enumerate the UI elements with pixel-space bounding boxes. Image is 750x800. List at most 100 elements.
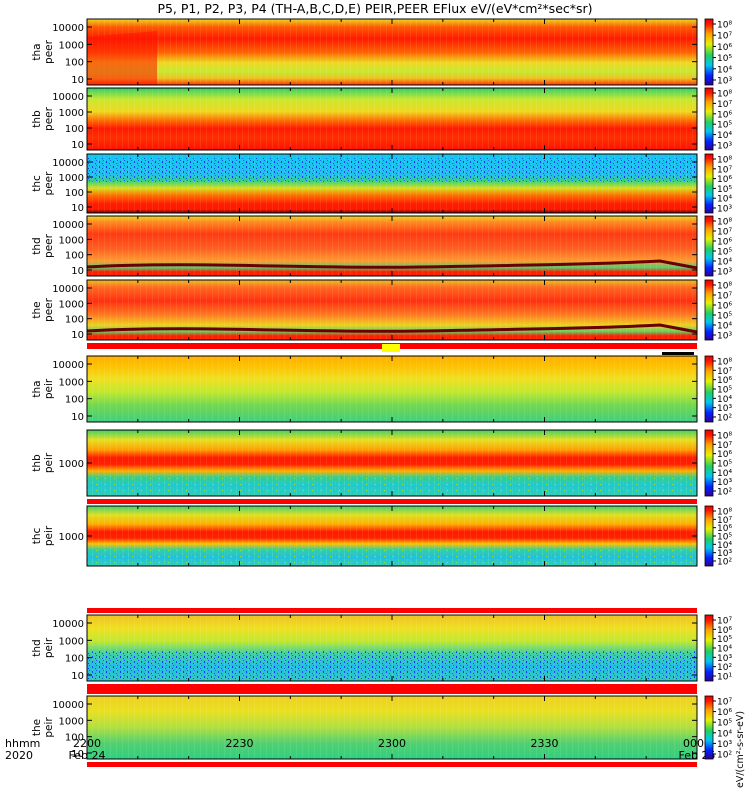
- wedge-overlay: [87, 31, 157, 85]
- colorbar-tick-label: 10³: [717, 478, 732, 488]
- y-tick-label: 100: [65, 315, 84, 326]
- colorbar-tick-label: 10⁸: [717, 21, 732, 31]
- colorbar-scale: [704, 279, 714, 341]
- colorbar-tick-label: 10³: [717, 268, 732, 278]
- panel-label-thd-peer-name: thd: [31, 237, 43, 254]
- panel-label-thb-peer-instrument: peer: [43, 106, 55, 131]
- y-tick-label: 10000: [52, 23, 84, 34]
- y-tick-label: 1000: [59, 40, 84, 51]
- x-tick-label-time: 2200: [73, 737, 101, 750]
- x-row-label-year: 2020: [5, 749, 33, 762]
- colorbar-tick-label: 10⁶: [717, 450, 732, 460]
- streak-overlay: [87, 696, 697, 759]
- colorbar-scale: [704, 614, 714, 682]
- colorbar-tick-label: 10⁷: [717, 367, 732, 377]
- y-tick-label: 10: [71, 671, 84, 682]
- panel-label-thd-peer-instrument: peer: [43, 233, 55, 258]
- colorbar-tick-label: 10³: [717, 205, 732, 215]
- panel-thc-peer: thc peer 10000 1000 100 10: [31, 153, 698, 214]
- colorbar-tick-label: 10⁷: [717, 617, 732, 627]
- streak-overlay: [87, 356, 697, 422]
- colorbar-tick-label: 10⁷: [717, 165, 732, 175]
- y-tick-label: 10000: [52, 284, 84, 295]
- colorbar-tick-label: 10¹: [717, 673, 732, 683]
- panel-label-tha-peer-name: tha: [31, 43, 43, 60]
- colorbar-tick-label: 10⁵: [717, 185, 732, 195]
- colorbar-tick-label: 10³: [717, 740, 732, 750]
- colorbar-tick-label: 10⁴: [717, 395, 732, 405]
- streak-overlay: [87, 506, 697, 566]
- panel-label-thb-peir-instrument: peir: [43, 452, 55, 473]
- colorbar-tick-label: 10⁴: [717, 541, 732, 551]
- colorbar-tick-label: 10³: [717, 549, 732, 559]
- colorbar-tick-label: 10⁸: [717, 508, 732, 518]
- y-tick-label: 10000: [52, 700, 84, 711]
- y-tick-label: 10: [71, 412, 84, 423]
- status-bar: [87, 684, 697, 689]
- colorbar-tick-label: 10⁵: [717, 719, 732, 729]
- y-tick-label: 10: [71, 266, 84, 277]
- streak-overlay: [87, 19, 697, 85]
- colorbar-tick-label: 10⁸: [717, 282, 732, 292]
- colorbar-tick-label: 10⁴: [717, 258, 732, 268]
- colorbar-scale: [704, 87, 714, 151]
- panel-thd-peer: thd peer 10000 1000 100 10: [31, 215, 698, 277]
- streak-overlay: [87, 88, 697, 150]
- status-bar: [87, 499, 697, 504]
- colorbar-tick-label: 10⁵: [717, 635, 732, 645]
- x-tick-label-time: 2300: [378, 737, 406, 750]
- y-tick-label: 10000: [52, 220, 84, 231]
- y-tick-label: 1000: [59, 108, 84, 119]
- colorbar-units: eV/(cm²-s-sr-eV): [735, 711, 746, 788]
- panel-label-tha-peir-instrument: peir: [43, 378, 55, 399]
- panel-label-thb-peir-name: thb: [31, 454, 43, 472]
- colorbar-tick-label: 10⁶: [717, 708, 732, 718]
- y-tick-label: 1000: [59, 716, 84, 727]
- colorbar-tick-label: 10²: [717, 558, 732, 568]
- panel-label-thd-peir-instrument: peir: [43, 637, 55, 658]
- panel-label-the-peer-name: the: [31, 301, 43, 318]
- colorbar-tick-label: 10⁶: [717, 175, 732, 185]
- x-row-label-hhmm: hhmm: [5, 737, 40, 750]
- colorbar-tick-label: 10⁴: [717, 729, 732, 739]
- panel-label-thd-peir-name: thd: [31, 639, 43, 656]
- colorbar-tick-label: 10²: [717, 663, 732, 673]
- panel-label-thc-peir-name: thc: [31, 528, 43, 545]
- y-tick-label: 1000: [59, 459, 84, 470]
- colorbar-tick-label: 10⁴: [717, 469, 732, 479]
- x-tick-label-date: Feb 24: [69, 749, 106, 762]
- panel-label-thc-peer-name: thc: [31, 175, 43, 192]
- status-gap: [382, 344, 400, 352]
- colorbar-tick-label: 10²: [717, 751, 732, 761]
- status-bar: [87, 608, 697, 613]
- colorbar-tick-label: 10³: [717, 404, 732, 414]
- colorbar-tick-label: 10⁵: [717, 386, 732, 396]
- panel-thd-peir: thd peir 10000 1000 100 10: [31, 614, 698, 689]
- colorbar-tick-label: 10⁷: [717, 698, 732, 708]
- colorbar-tick-label: 10⁶: [717, 110, 732, 120]
- colorbars-group: 10⁸10⁷10⁶10⁵10⁴10³10⁸10⁷10⁶10⁵10⁴10³10⁸1…: [704, 18, 732, 761]
- colorbar-tick-label: 10³: [717, 332, 732, 342]
- colorbar-tick-label: 10⁸: [717, 218, 732, 228]
- colorbar-scale: [704, 153, 714, 214]
- y-tick-label: 1000: [59, 173, 84, 184]
- status-bar: [87, 689, 697, 694]
- colorbar-tick-label: 10⁷: [717, 32, 732, 42]
- y-tick-label: 10000: [52, 619, 84, 630]
- colorbar-scale: [704, 429, 714, 497]
- colorbar-tick-label: 10²: [717, 414, 732, 424]
- panel-the-peer: the peer 10000 1000 100 10: [31, 279, 698, 348]
- colorbar-tick-label: 10⁴: [717, 645, 732, 655]
- colorbar-tick-label: 10⁸: [717, 156, 732, 166]
- status-mark: [662, 352, 694, 355]
- colorbar-tick-label: 10⁷: [717, 228, 732, 238]
- status-bar: [87, 762, 697, 767]
